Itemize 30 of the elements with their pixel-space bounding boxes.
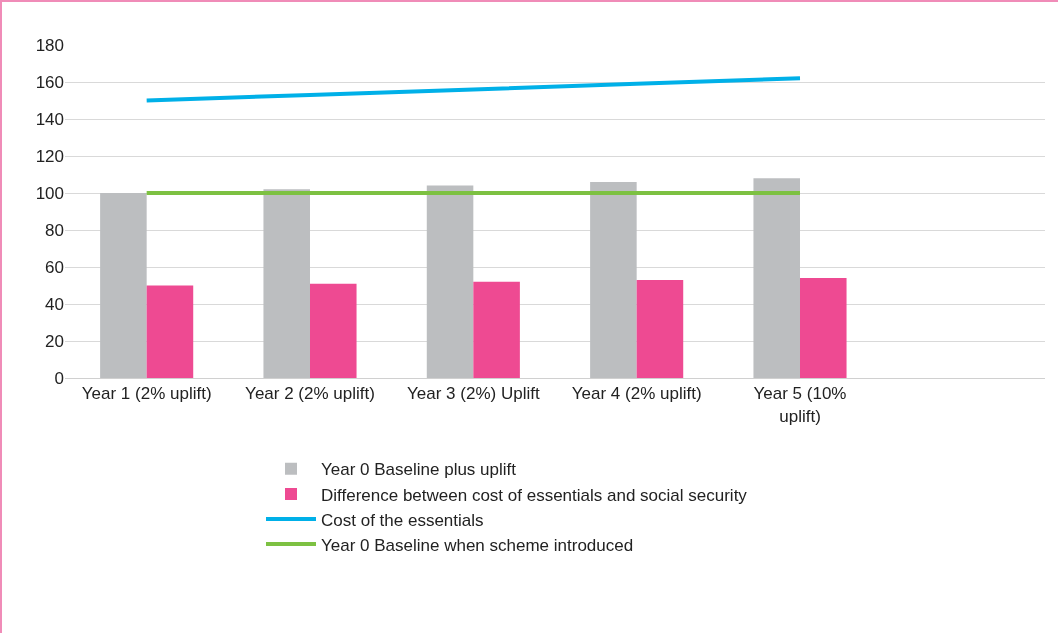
x-tick-label: Year 5 (10% uplift) bbox=[753, 384, 847, 426]
line-series bbox=[144, 76, 802, 103]
bar bbox=[263, 189, 310, 378]
legend-label: Year 0 Baseline plus uplift bbox=[321, 460, 517, 480]
y-tick-label: 20 bbox=[45, 331, 64, 351]
y-tick-label: 160 bbox=[35, 72, 64, 92]
bar bbox=[800, 278, 847, 378]
y-tick-label: 100 bbox=[35, 183, 64, 203]
bar bbox=[636, 279, 684, 378]
y-tick-label: 140 bbox=[35, 109, 64, 129]
bar bbox=[473, 281, 520, 378]
y-tick-label: 120 bbox=[35, 146, 64, 166]
y-tick-label: 0 bbox=[54, 368, 64, 388]
bar bbox=[426, 185, 474, 378]
x-tick-label: Year 4 (2% uplift) bbox=[571, 384, 702, 404]
legend-label: Difference between cost of essentials and social security bbox=[321, 485, 748, 505]
x-tick-label: Year 1 (2% uplift) bbox=[81, 384, 212, 404]
x-tick-label: Year 2 (2% uplift) bbox=[245, 384, 375, 404]
y-tick-label: 180 bbox=[35, 35, 64, 55]
legend-label: Cost of the essentials bbox=[321, 510, 484, 530]
bar bbox=[146, 285, 194, 378]
bar bbox=[310, 283, 357, 378]
x-tick-label: Year 3 (2%) Uplift bbox=[407, 384, 540, 404]
y-tick-label: 40 bbox=[45, 294, 64, 314]
y-tick-label: 60 bbox=[45, 257, 64, 277]
bar bbox=[753, 178, 800, 378]
legend-label: Year 0 Baseline when scheme introduced bbox=[321, 535, 634, 555]
y-tick-label: 80 bbox=[45, 220, 64, 240]
bar bbox=[100, 193, 147, 378]
bar bbox=[590, 181, 637, 378]
